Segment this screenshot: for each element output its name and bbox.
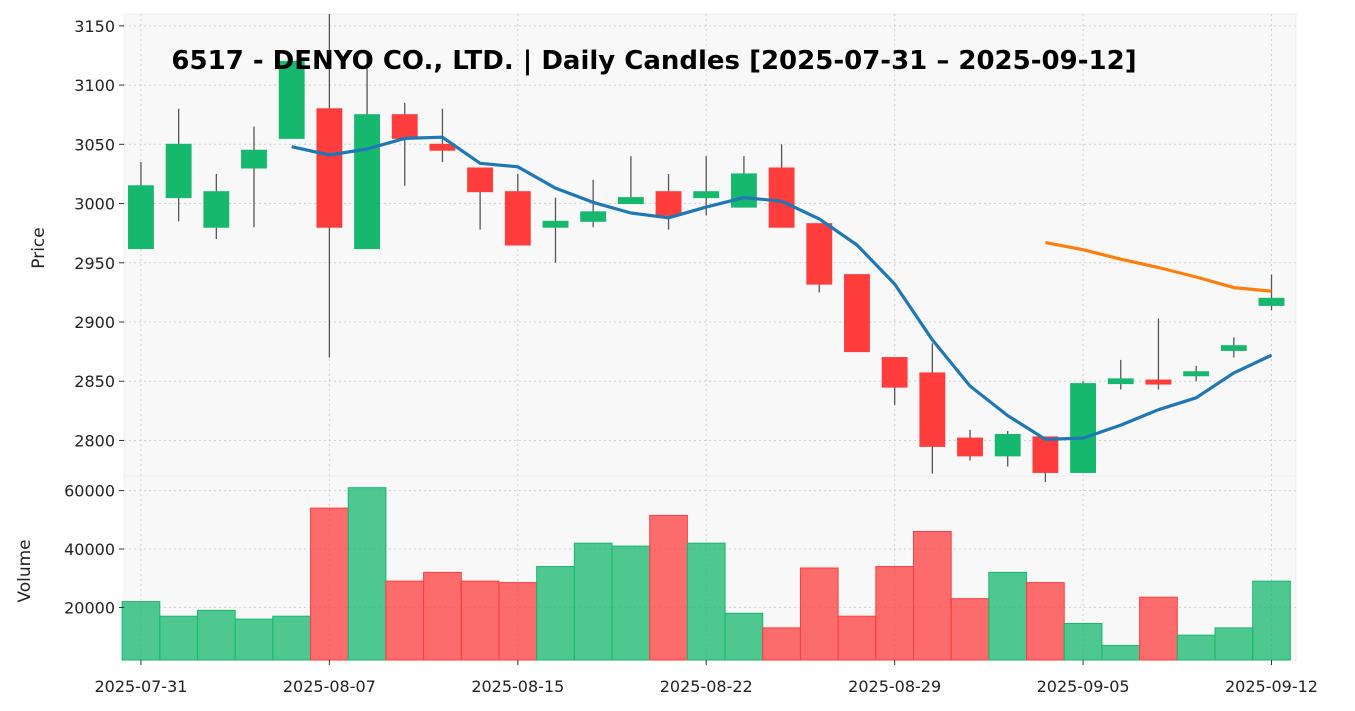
price-tick-label: 2950 <box>74 254 115 273</box>
candle-body <box>580 211 607 222</box>
candle-body <box>957 437 983 457</box>
volume-bar <box>988 571 1028 661</box>
candle-body <box>844 274 870 353</box>
volume-tick-label: 20000 <box>64 598 115 617</box>
volume-bar <box>837 615 877 661</box>
moving-average-lines <box>291 135 1273 441</box>
candle-body <box>128 185 154 250</box>
date-tick-label: 2025-08-15 <box>471 677 564 696</box>
candle-body <box>1145 379 1172 385</box>
volume-bar <box>912 530 952 661</box>
volume-bar <box>950 598 990 661</box>
candle-body <box>1183 371 1210 377</box>
volume-bar <box>1026 582 1065 661</box>
candle-body <box>391 114 418 139</box>
volume-bar <box>611 545 651 661</box>
volume-bar <box>196 609 236 661</box>
volume-bar <box>1063 622 1103 661</box>
candle-body <box>806 223 833 285</box>
candle-body <box>1258 297 1285 306</box>
volume-bar <box>724 612 764 661</box>
volume-bar <box>649 514 688 661</box>
volume-tick-label: 40000 <box>64 540 115 559</box>
price-panel <box>123 13 1297 477</box>
volume-bar <box>460 580 500 661</box>
volume-bar <box>159 615 198 661</box>
candle-body <box>1070 383 1097 473</box>
volume-axis-ticks: 20000 40000 60000 <box>64 482 124 617</box>
price-tick-label: 2800 <box>74 431 115 450</box>
candle-body <box>203 191 230 228</box>
candle-body <box>730 173 757 208</box>
date-axis-ticks: 2025-07-31 2025-08-07 2025-08-15 2025-08-22… <box>94 660 1318 696</box>
candle-body <box>1220 345 1247 351</box>
candles <box>128 14 1285 482</box>
volume-bar <box>1176 634 1216 661</box>
candle-body <box>504 191 531 246</box>
date-tick-label: 2025-08-07 <box>283 677 376 696</box>
chart-title: 6517 - DENYO CO., LTD. | Daily Candles [… <box>171 46 1136 76</box>
price-tick-label: 2900 <box>74 313 115 332</box>
date-tick-label: 2025-08-22 <box>660 677 753 696</box>
volume-bars <box>121 487 1291 661</box>
date-tick-label: 2025-09-05 <box>1037 677 1130 696</box>
volume-bar <box>423 571 462 661</box>
candle-body <box>693 191 720 199</box>
candle-body <box>881 357 908 388</box>
volume-bar <box>1139 596 1178 661</box>
volume-bar <box>762 627 801 661</box>
candle-body <box>241 149 267 169</box>
candle-body <box>1107 378 1134 385</box>
price-tick-label: 3050 <box>74 135 115 154</box>
candle-body <box>919 372 946 447</box>
volume-bar <box>536 566 575 661</box>
volume-bar <box>272 615 312 661</box>
volume-bar <box>234 618 274 661</box>
moving-average-long-line <box>1045 241 1272 293</box>
volume-bar <box>686 542 726 661</box>
volume-bar <box>1214 627 1254 661</box>
price-tick-label: 3000 <box>74 195 115 214</box>
volume-bar <box>310 507 349 661</box>
candle-body <box>617 197 644 205</box>
price-tick-label: 2850 <box>74 372 115 391</box>
candle-body <box>1032 436 1059 473</box>
volume-bar <box>498 582 538 661</box>
candle-body <box>278 60 305 139</box>
candle-body <box>655 191 682 216</box>
price-tick-label: 3100 <box>74 76 115 95</box>
moving-average-short-line <box>291 135 1273 441</box>
volume-axis-label: Volume <box>15 539 35 602</box>
candle-body <box>467 167 494 193</box>
candle-body <box>316 108 343 228</box>
volume-bar <box>1252 580 1291 661</box>
price-axis-ticks: 2800 2850 2900 2950 3000 3050 3100 3150 <box>74 17 124 450</box>
volume-bar <box>347 487 387 661</box>
volume-tick-label: 60000 <box>64 482 115 501</box>
volume-bar <box>1101 644 1141 661</box>
candle-body <box>165 143 192 199</box>
date-tick-label: 2025-07-31 <box>94 677 187 696</box>
candle-body <box>542 220 569 228</box>
candle-body <box>354 114 381 250</box>
volume-bar <box>385 580 425 661</box>
candle-body <box>994 434 1021 457</box>
price-tick-label: 3150 <box>74 17 115 36</box>
volume-bar <box>875 566 914 661</box>
date-tick-label: 2025-08-29 <box>848 677 941 696</box>
candle-body <box>768 167 795 228</box>
date-tick-label: 2025-09-12 <box>1225 677 1318 696</box>
volume-bar <box>121 601 161 661</box>
price-axis-label: Price <box>29 227 49 268</box>
volume-bar <box>799 567 839 661</box>
volume-bar <box>573 542 613 661</box>
